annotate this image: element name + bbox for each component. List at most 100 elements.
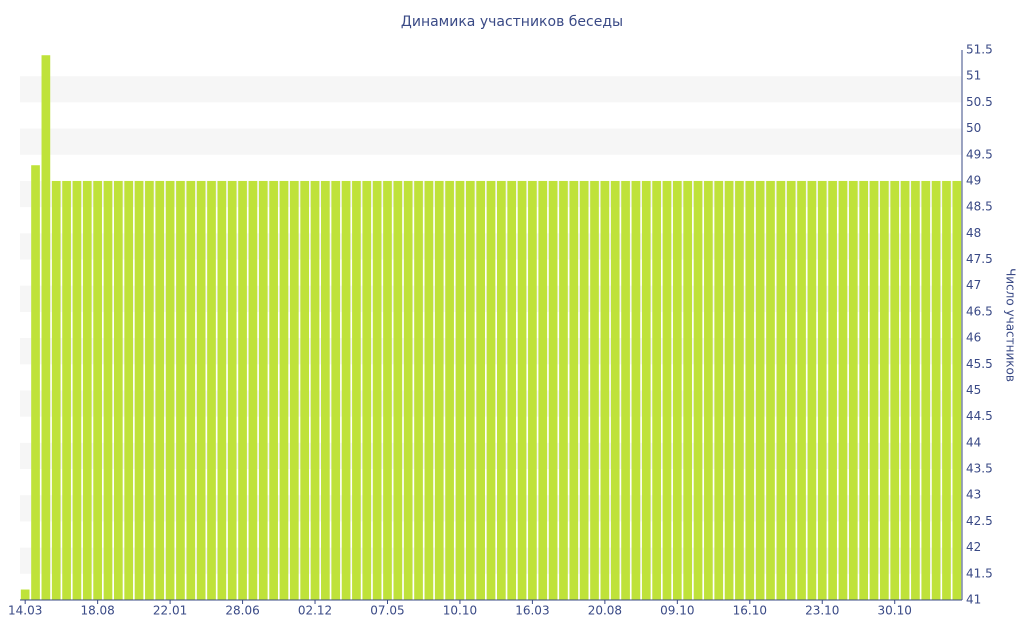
- x-tick-label: 10.10: [443, 604, 477, 618]
- x-tick-label: 07.05: [370, 604, 404, 618]
- y-tick-label: 49: [966, 173, 981, 187]
- bar: [672, 180, 682, 600]
- bar: [465, 180, 475, 600]
- y-tick-label: 47.5: [966, 252, 993, 266]
- bar: [921, 180, 931, 600]
- bar: [797, 180, 806, 600]
- bar: [569, 180, 579, 600]
- bar: [745, 180, 755, 600]
- x-tick-label: 16.10: [733, 604, 767, 618]
- x-tick-label: 23.10: [805, 604, 839, 618]
- y-tick-label: 46.5: [966, 304, 993, 318]
- x-tick-label: 16.03: [515, 604, 549, 618]
- bar: [155, 180, 165, 600]
- bar: [393, 180, 403, 600]
- y-tick-label: 49.5: [966, 147, 993, 161]
- y-tick-label: 42.5: [966, 514, 993, 528]
- x-tick-label: 28.06: [225, 604, 259, 618]
- bar: [20, 589, 30, 600]
- bar: [196, 180, 206, 600]
- y-tick-label: 47: [966, 278, 981, 292]
- y-tick-label: 41: [966, 593, 981, 607]
- bar: [817, 180, 827, 600]
- bar: [455, 180, 465, 600]
- x-tick-label: 22.01: [153, 604, 187, 618]
- bar: [704, 180, 713, 600]
- bar: [62, 180, 71, 600]
- y-tick-label: 51.5: [966, 43, 993, 57]
- bar: [134, 180, 144, 600]
- bar: [352, 180, 361, 600]
- y-tick-label: 51: [966, 69, 981, 83]
- bar: [113, 180, 123, 600]
- bar: [662, 180, 672, 600]
- bar: [776, 180, 786, 600]
- y-tick-label: 44.5: [966, 409, 993, 423]
- y-tick-label: 48.5: [966, 200, 993, 214]
- bar: [900, 180, 910, 600]
- bar: [755, 180, 765, 600]
- y-tick-label: 42: [966, 540, 981, 554]
- bar: [300, 180, 310, 600]
- bar: [82, 180, 92, 600]
- bar: [497, 180, 506, 600]
- bar: [590, 180, 599, 600]
- x-tick-label: 20.08: [588, 604, 622, 618]
- bar: [848, 180, 858, 600]
- bar: [942, 180, 951, 600]
- bar: [538, 180, 548, 600]
- bar: [559, 180, 568, 600]
- bar: [124, 180, 134, 600]
- bar: [289, 180, 299, 600]
- bar: [600, 180, 610, 600]
- bar: [51, 180, 61, 600]
- bar: [269, 180, 278, 600]
- bar: [807, 180, 817, 600]
- bar: [631, 180, 641, 600]
- grid-band: [20, 76, 962, 103]
- y-tick-label: 44: [966, 435, 981, 449]
- bar: [331, 180, 341, 600]
- bar: [207, 180, 216, 600]
- bar: [652, 180, 661, 600]
- bar: [258, 180, 268, 600]
- bar: [145, 180, 154, 600]
- bar: [579, 180, 589, 600]
- bar: [714, 180, 724, 600]
- x-tick-label: 18.08: [80, 604, 114, 618]
- bar: [103, 180, 113, 600]
- bar: [693, 180, 703, 600]
- bar: [786, 180, 796, 600]
- bar: [838, 180, 848, 600]
- bar: [362, 180, 372, 600]
- bar: [724, 180, 734, 600]
- x-tick-label: 30.10: [878, 604, 912, 618]
- bar: [217, 180, 227, 600]
- bar: [321, 180, 330, 600]
- bar: [310, 180, 320, 600]
- bar: [911, 180, 920, 600]
- y-tick-label: 45: [966, 383, 981, 397]
- y-tick-label: 50: [966, 121, 981, 135]
- bar: [72, 180, 82, 600]
- bar: [859, 180, 869, 600]
- bar: [186, 180, 196, 600]
- bar: [31, 165, 40, 600]
- y-tick-label: 45.5: [966, 357, 993, 371]
- bar: [279, 180, 289, 600]
- bar: [952, 180, 962, 600]
- bar: [683, 180, 693, 600]
- bar: [766, 180, 775, 600]
- bar: [176, 180, 185, 600]
- x-tick-label: 14.03: [8, 604, 42, 618]
- bar: [445, 180, 454, 600]
- y-tick-label: 43.5: [966, 462, 993, 476]
- bar: [41, 55, 51, 600]
- y-tick-label: 46: [966, 331, 981, 345]
- bar: [828, 180, 837, 600]
- bar: [621, 180, 630, 600]
- chart-title: Динамика участников беседы: [401, 14, 623, 30]
- bar: [548, 180, 558, 600]
- y-tick-label: 50.5: [966, 95, 993, 109]
